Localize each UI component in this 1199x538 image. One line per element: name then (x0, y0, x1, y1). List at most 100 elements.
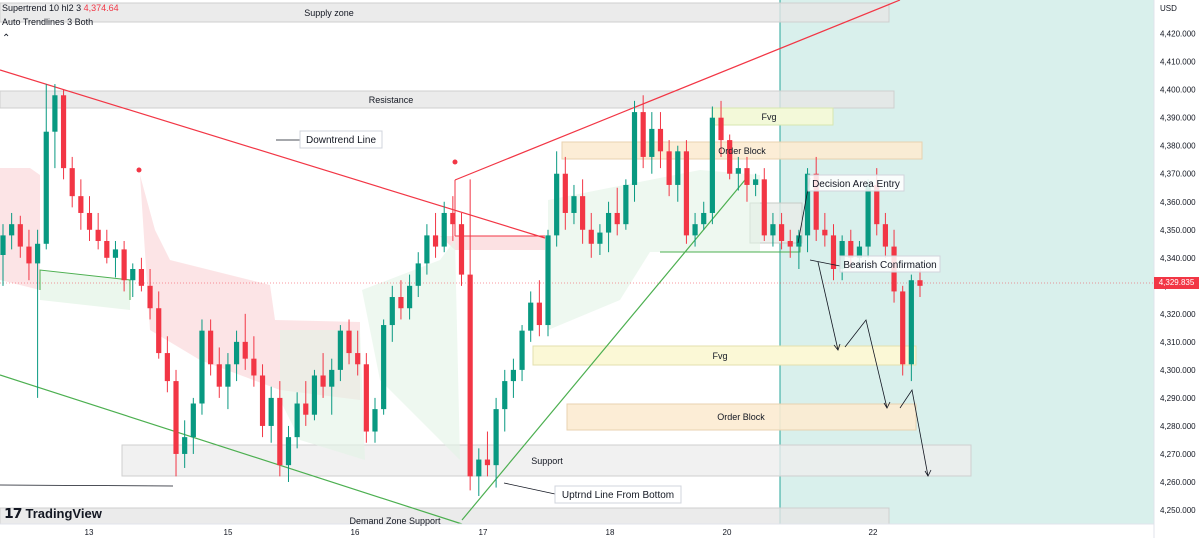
order-block-top-label: Order Block (718, 146, 766, 156)
bullish-candle (476, 459, 482, 477)
bullish-candle (856, 246, 863, 258)
collapse-legend-icon[interactable]: ⌃ (2, 33, 11, 44)
bearish-candle (657, 128, 664, 152)
bearish-candle (683, 151, 690, 236)
bearish-candle (242, 341, 248, 359)
bearish-candle (346, 330, 352, 354)
legend-autotrendlines-name: Auto Trendlines (2, 17, 65, 27)
demand-zone-label: Demand Zone Support (349, 516, 441, 526)
bullish-candle (908, 280, 914, 365)
y-tick-label: 4,380.000 (1160, 142, 1196, 151)
bullish-candle (770, 224, 776, 236)
fvg-mid-box[interactable] (532, 345, 917, 366)
bearish-candle (277, 397, 283, 466)
bullish-candle (510, 369, 517, 382)
supply-zone-box[interactable] (0, 2, 890, 23)
watermark-text: TradingView (25, 506, 102, 521)
signal-dot (136, 167, 142, 173)
bullish-candle (701, 212, 707, 225)
bullish-candle (735, 168, 741, 174)
bullish-candle (9, 224, 15, 236)
bullish-candle (796, 235, 802, 247)
bearish-candle (216, 364, 222, 387)
bullish-candle (0, 235, 6, 255)
demand-zone-box[interactable] (0, 507, 890, 525)
bearish-candle (614, 212, 620, 225)
tradingview-logo-icon: 𝟭𝟳 (4, 505, 23, 521)
resistance-box[interactable] (0, 90, 895, 109)
bullish-candle (649, 128, 655, 157)
bullish-candle (329, 369, 335, 387)
bearish-candle (432, 235, 439, 247)
bearish-candle (900, 291, 906, 365)
bullish-candle (441, 212, 447, 247)
y-tick-label: 4,280.000 (1160, 422, 1196, 431)
order-block-bottom-box[interactable] (566, 403, 917, 431)
currency-label: USD (1160, 4, 1177, 13)
bearish-candle (398, 297, 404, 309)
uptrend-line (461, 179, 746, 521)
uptrend-line-label: Uptrnd Line From Bottom (562, 490, 674, 501)
bearish-candle (121, 249, 127, 281)
bearish-candle (17, 224, 23, 247)
bullish-candle (233, 341, 240, 365)
bearish-candle (60, 95, 67, 169)
bullish-candle (605, 212, 612, 233)
bullish-candle (804, 173, 811, 236)
x-tick-label: 17 (479, 528, 488, 537)
bearish-candle (320, 375, 326, 387)
legend-supertrend-name: Supertrend (2, 3, 47, 13)
bearish-candle (484, 459, 491, 466)
bullish-candle (182, 437, 188, 454)
bullish-candle (424, 235, 430, 264)
bullish-candle (545, 235, 551, 326)
bearish-candle (536, 302, 542, 326)
bullish-candle (35, 243, 41, 264)
order-block-bottom-label: Order Block (717, 412, 765, 422)
trendlines (0, 0, 901, 525)
bearish-candle (917, 280, 923, 286)
legend-supertrend-params: 10 hl2 3 (49, 3, 82, 13)
bullish-candle (199, 330, 205, 404)
y-tick-label: 4,290.000 (1160, 394, 1196, 403)
bullish-candle (692, 224, 698, 236)
bearish-candle (666, 151, 672, 185)
bullish-candle (381, 325, 387, 410)
bearish-candle (727, 140, 733, 174)
bearish-candle (761, 179, 767, 236)
bearish-candle (147, 285, 153, 309)
bullish-candle (753, 179, 759, 185)
bullish-candle (502, 381, 508, 410)
y-tick-label: 4,340.000 (1160, 254, 1196, 263)
bullish-candle (294, 403, 300, 438)
legend-autotrendlines[interactable]: Auto Trendlines 3 Both (2, 17, 93, 27)
bullish-candle (623, 184, 629, 225)
bullish-candle (406, 285, 413, 309)
upper-channel-line (454, 0, 901, 181)
candlesticks (0, 84, 923, 496)
bullish-candle (675, 151, 681, 185)
y-tick-label: 4,270.000 (1160, 450, 1196, 459)
bearish-candle (580, 196, 586, 230)
bearish-candle (744, 168, 750, 185)
x-tick-label: 18 (606, 528, 615, 537)
bullish-candle (190, 403, 196, 438)
bearish-candle (822, 229, 828, 236)
y-tick-label: 4,320.000 (1160, 310, 1196, 319)
bullish-candle (52, 95, 58, 132)
bearish-candle (208, 330, 214, 365)
bullish-candle (112, 249, 119, 258)
bearish-candle (26, 246, 32, 264)
bearish-candle (86, 212, 93, 230)
support-ray (0, 484, 174, 487)
y-tick-label: 4,310.000 (1160, 338, 1196, 347)
downtrend-line (0, 69, 546, 239)
bearish-candle (830, 235, 837, 270)
bullish-candle (389, 297, 395, 326)
signal-dot (452, 159, 458, 165)
legend-supertrend[interactable]: Supertrend 10 hl2 3 4,374.64 (2, 3, 119, 13)
bullish-candle (839, 240, 845, 270)
lower-channel-line (0, 374, 463, 525)
bearish-candle (874, 184, 880, 225)
